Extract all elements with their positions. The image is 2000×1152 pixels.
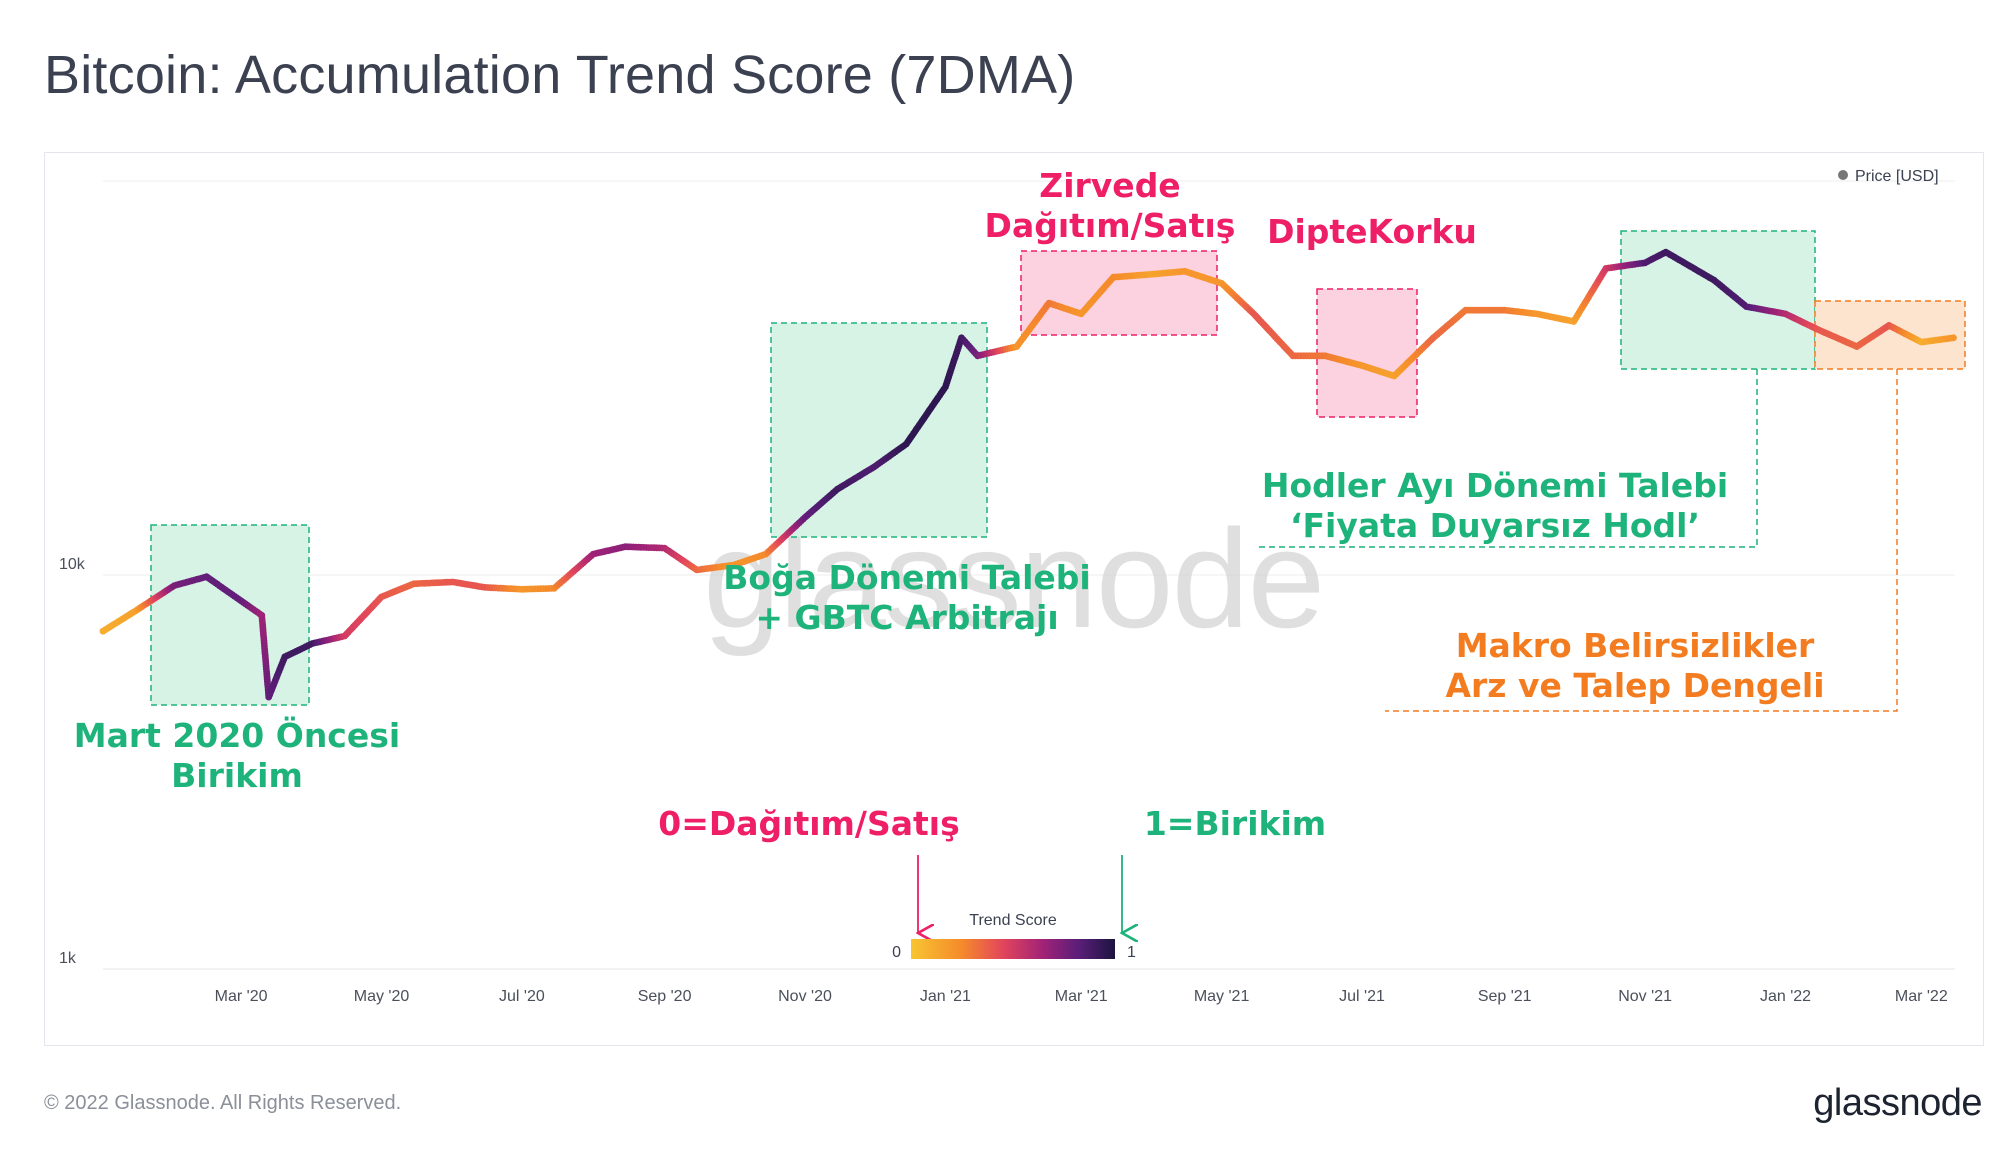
- x-tick-label: Nov '21: [1618, 988, 1672, 1005]
- price-point: [1950, 334, 1957, 342]
- annotation-pre-march-line1: Mart 2020 Öncesi: [74, 715, 400, 755]
- annotation-one-label: 1=Birikim: [1144, 804, 1326, 843]
- x-tick-label: Jan '21: [920, 988, 971, 1005]
- annotation-top-line1: Zirvede: [1039, 166, 1180, 205]
- annotation-bull-line1: Boğa Dönemi Talebi: [723, 558, 1090, 597]
- box-top-distribution: [1020, 250, 1218, 336]
- legend-dot: [1838, 170, 1848, 180]
- box-bull-demand: [770, 322, 988, 538]
- x-tick-label: Sep '20: [638, 988, 692, 1005]
- price-series: [99, 248, 1957, 701]
- x-tick-label: Mar '22: [1895, 988, 1948, 1005]
- x-tick-label: Nov '20: [778, 988, 832, 1005]
- annotation-zero-label: 0=Dağıtım/Satış: [658, 804, 960, 843]
- x-tick-label: Jul '20: [499, 988, 545, 1005]
- x-tick-label: Mar '20: [215, 988, 268, 1005]
- annotation-macro-line1: Makro Belirsizlikler: [1456, 626, 1815, 665]
- x-tick-label: Jan '22: [1760, 988, 1811, 1005]
- chart-title: Bitcoin: Accumulation Trend Score (7DMA): [44, 45, 1076, 105]
- colorbar-min-label: 0: [892, 944, 901, 961]
- legend-label: Price [USD]: [1855, 168, 1939, 185]
- box-pre-march-accumulation: [150, 524, 310, 706]
- annotation-macro-line2: Arz ve Talep Dengeli: [1445, 666, 1824, 705]
- colorbar: [911, 939, 1115, 959]
- x-tick-label: Sep '21: [1478, 988, 1532, 1005]
- x-tick-label: Jul '21: [1339, 988, 1385, 1005]
- annotation-hodler-line1: Hodler Ayı Dönemi Talebi: [1262, 466, 1728, 505]
- annotation-top-line2: Dağıtım/Satış: [985, 206, 1236, 245]
- price-chart: 10k 1k glassnode Price [USD] Mar '20 May …: [59, 166, 1966, 1005]
- x-axis-ticks: Mar '20 May '20 Jul '20 Sep '20 Nov '20 Jan '…: [215, 988, 1948, 1005]
- x-tick-label: May '20: [354, 988, 410, 1005]
- y-tick-1k: 1k: [59, 950, 77, 967]
- box-macro-uncertainty: [1814, 300, 1966, 370]
- annotation-hodler-line2: ‘Fiyata Duyarsız Hodl’: [1290, 506, 1700, 545]
- hodler-connector: [1257, 369, 1758, 548]
- colorbar-max-label: 1: [1127, 944, 1136, 961]
- box-hodler-demand: [1620, 230, 1816, 370]
- colorbar-title: Trend Score: [969, 912, 1057, 929]
- box-bottom-fear: [1316, 288, 1418, 418]
- footer-copyright: © 2022 Glassnode. All Rights Reserved.: [44, 1092, 402, 1114]
- annotation-bottom-fear: DipteKorku: [1267, 212, 1477, 251]
- x-tick-label: Mar '21: [1055, 988, 1108, 1005]
- footer-brand-logo: glassnode: [1813, 1082, 1982, 1124]
- macro-connector: [1385, 369, 1898, 712]
- annotation-pre-march-line2: Birikim: [171, 756, 303, 795]
- y-tick-10k: 10k: [59, 556, 86, 573]
- annotation-bull-line2: + GBTC Arbitrajı: [755, 598, 1058, 637]
- chart-panel: 10k 1k glassnode Price [USD] Mar '20 May …: [44, 152, 1984, 1046]
- x-tick-label: May '21: [1194, 988, 1250, 1005]
